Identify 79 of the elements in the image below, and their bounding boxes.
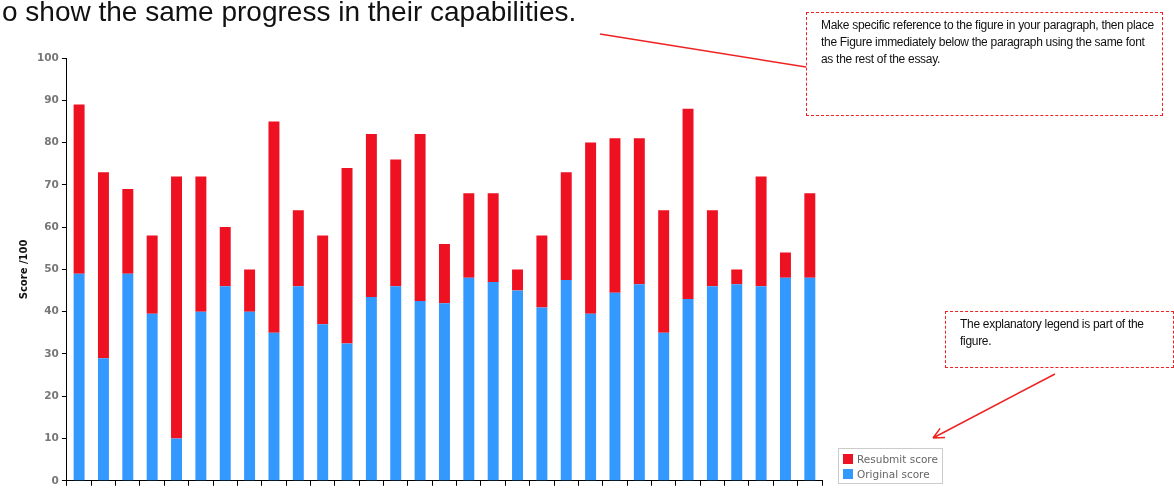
- legend-label: Original score: [857, 467, 930, 480]
- y-tick-label: 100: [37, 50, 59, 63]
- bar: [219, 227, 231, 287]
- y-tick-label: 80: [44, 135, 59, 148]
- bar: [390, 159, 402, 287]
- y-tick-label: 30: [44, 346, 59, 359]
- bar: [755, 286, 767, 481]
- bar: [341, 343, 353, 481]
- bar: [463, 193, 475, 278]
- bar: [682, 299, 694, 481]
- bar: [438, 244, 450, 304]
- bar: [487, 193, 499, 283]
- bar: [97, 358, 109, 481]
- bar: [365, 134, 377, 297]
- bar: [195, 176, 207, 312]
- y-tick-label: 60: [44, 219, 59, 232]
- bar: [463, 277, 475, 481]
- bar: [292, 286, 304, 481]
- bar: [487, 282, 499, 481]
- bar: [536, 235, 548, 308]
- bar: [779, 277, 791, 481]
- bar: [268, 121, 280, 333]
- bar: [682, 108, 694, 299]
- bar: [633, 138, 645, 285]
- y-tick-label: 10: [44, 431, 59, 444]
- annotation: Make specific reference to the figure in your paragraph, then place the Figure immediately below the paragraph using the same font as the rest of the essay.: [806, 12, 1163, 116]
- bar: [609, 292, 621, 481]
- bar: [512, 290, 524, 481]
- bar: [341, 167, 353, 344]
- bar: [731, 269, 743, 285]
- bar: [73, 104, 85, 274]
- bar: [390, 286, 402, 481]
- bar: [706, 210, 718, 287]
- bar: [146, 313, 158, 481]
- bar: [414, 134, 426, 302]
- bar: [512, 269, 524, 291]
- bar: [73, 273, 85, 481]
- bar: [560, 279, 572, 481]
- bar: [244, 269, 256, 312]
- bar: [122, 189, 134, 274]
- bar: [365, 296, 377, 481]
- bar: [122, 273, 134, 481]
- bar: [804, 277, 816, 481]
- bar: [585, 313, 597, 481]
- bar: [317, 235, 329, 325]
- bar: [779, 252, 791, 278]
- bar: [268, 332, 280, 481]
- y-axis-title: Score /100: [17, 239, 29, 300]
- bar: [244, 311, 256, 481]
- text: The explanatory legend is part of the figure.: [945, 311, 1174, 368]
- bar: [195, 311, 207, 481]
- bar: [658, 332, 670, 481]
- bar: [171, 438, 183, 481]
- y-tick-label: 20: [44, 388, 59, 401]
- bar: [731, 284, 743, 481]
- bar: [755, 176, 767, 287]
- bar: [585, 142, 597, 314]
- bar: [658, 210, 670, 333]
- bar: [171, 176, 183, 439]
- y-tick-label: 40: [44, 304, 59, 317]
- bar: [609, 138, 621, 293]
- bar: [146, 235, 158, 314]
- bar: [560, 172, 572, 280]
- y-tick-label: 0: [51, 473, 59, 486]
- y-tick-label: 50: [44, 262, 59, 275]
- bar: [633, 284, 645, 481]
- bar: [804, 193, 816, 278]
- bar: [414, 301, 426, 481]
- legend-label: Resubmit score: [857, 452, 938, 465]
- y-tick-label: 90: [44, 93, 59, 106]
- bar: [536, 307, 548, 481]
- text: o show the same progress in their capabilities.: [2, 0, 577, 28]
- y-tick-label: 70: [44, 177, 59, 190]
- bar: [97, 172, 109, 359]
- bar: [317, 324, 329, 481]
- bar: [438, 303, 450, 481]
- bar: [292, 210, 304, 287]
- bar: [219, 286, 231, 481]
- bar: [706, 286, 718, 481]
